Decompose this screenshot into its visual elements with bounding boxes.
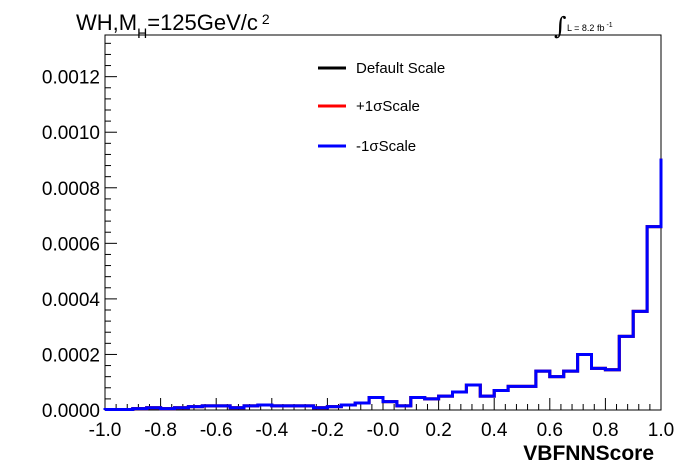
x-tick-label: 0.2 [425, 420, 451, 441]
x-tick-label: -0.8 [144, 420, 177, 441]
legend-label-0: Default Scale [356, 60, 445, 77]
svg-text:L = 8.2 fb-1: L = 8.2 fb -1 [567, 22, 613, 33]
y-tick-label: 0.0006 [42, 234, 100, 255]
chart-title: WH,MH=125GeV/c 2 [76, 10, 270, 41]
x-axis: -1.0 -0.8 -0.6 -0.4 -0.2 -0.0 0.2 0.4 0.6 0.8 1.0 [89, 398, 674, 441]
y-tick-label: 0.0004 [42, 290, 101, 311]
series-layer [103, 158, 663, 411]
y-tick-label: 0.0002 [42, 345, 100, 366]
legend-label-1: +1σScale [356, 98, 420, 115]
y-tick-label: 0.0000 [42, 401, 100, 422]
y-axis: 0.0000 0.0002 0.0004 0.0006 0.0008 0.0010 0.00… [42, 42, 117, 422]
x-tick-label: -0.4 [255, 420, 288, 441]
series-line-2 [103, 158, 663, 411]
x-tick-label: -0.6 [200, 420, 233, 441]
y-tick-label: 0.0008 [42, 179, 100, 200]
x-tick-label: 0.6 [537, 420, 563, 441]
x-tick-label: -0.0 [367, 420, 400, 441]
x-axis-label: VBFNNScore [523, 442, 654, 465]
chart-title-subscript: H [137, 25, 147, 41]
legend: Default Scale +1σScale -1σScale [318, 60, 445, 155]
x-tick-label: -0.2 [311, 420, 344, 441]
x-tick-label: 1.0 [648, 420, 674, 441]
x-tick-label: -1.0 [89, 420, 122, 441]
lumi-label: ∫ L = 8.2 fb -1 [554, 12, 613, 40]
integral-sign: ∫ [554, 12, 567, 40]
y-tick-label: 0.0012 [42, 68, 100, 89]
chart-title-superscript: 2 [262, 11, 270, 27]
x-tick-label: 0.4 [481, 420, 508, 441]
x-tick-label: 0.8 [592, 420, 618, 441]
y-tick-label: 0.0010 [42, 123, 100, 144]
legend-label-2: -1σScale [356, 138, 416, 155]
